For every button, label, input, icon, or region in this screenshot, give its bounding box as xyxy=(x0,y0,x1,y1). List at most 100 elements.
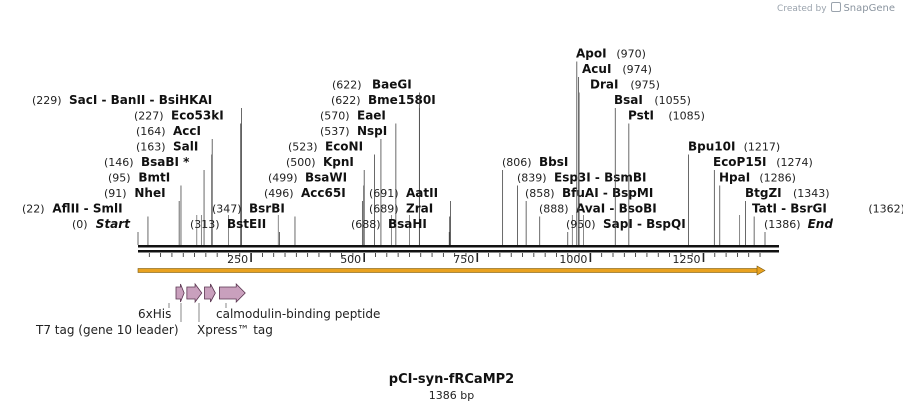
dna-strand-bottom xyxy=(138,250,779,253)
restriction-site: ApoI (970) xyxy=(576,47,646,245)
site-position: (537) xyxy=(320,125,350,138)
site-name: BbsI xyxy=(539,155,568,169)
ruler-tick-label: 500 xyxy=(340,253,361,266)
site-position: (0) xyxy=(72,218,88,231)
site-name: BfuAI - BspMI xyxy=(562,186,653,200)
site-name: Esp3I - BsmBI xyxy=(554,171,646,185)
site-name: EaeI xyxy=(357,109,386,123)
ruler-tick-label: 1000 xyxy=(559,253,587,266)
watermark-created-by: Created by xyxy=(777,4,827,14)
restriction-site: EcoP15I (1274) xyxy=(713,155,813,245)
site-position: (950) xyxy=(566,218,596,231)
site-position: (688) xyxy=(351,218,381,231)
restriction-site: (313) BstEII xyxy=(190,217,280,245)
restriction-site: AcuI (974) xyxy=(578,62,652,245)
ruler-tick-label: 1250 xyxy=(672,253,700,266)
site-name: BaeGI xyxy=(372,78,412,92)
site-name: EcoNI xyxy=(325,140,363,154)
site-position: (1286) xyxy=(759,172,796,185)
site-name: Start xyxy=(96,217,131,231)
site-position: (146) xyxy=(104,156,134,169)
site-position: (622) xyxy=(331,94,361,107)
map-length: 1386 bp xyxy=(428,389,475,402)
site-name: BsaWI xyxy=(305,171,347,185)
restriction-site: (229) SacI - BanII - BsiHKAI xyxy=(32,93,242,245)
site-position: (689) xyxy=(369,203,399,216)
site-name: HpaI xyxy=(719,171,750,185)
site-position: (858) xyxy=(525,187,555,200)
restriction-site: (691) AatII xyxy=(369,186,451,245)
restriction-site: (95) BmtI xyxy=(108,171,182,245)
restriction-site: (227) Eco53kI xyxy=(134,109,242,245)
site-name: BmtI xyxy=(138,171,170,185)
site-position: (95) xyxy=(108,172,131,185)
site-position: (163) xyxy=(136,141,166,154)
site-name: BsaI xyxy=(614,93,643,107)
site-name: Eco53kI xyxy=(171,109,224,123)
feature-arrow xyxy=(186,282,203,304)
site-position: (1055) xyxy=(654,94,691,107)
restriction-site: BsaI (1055) xyxy=(614,93,691,245)
site-name: Bpu10I xyxy=(688,140,735,154)
site-position: (227) xyxy=(134,110,164,123)
site-position: (499) xyxy=(268,172,298,185)
site-name: Bme1580I xyxy=(368,93,436,107)
restriction-site: (500) KpnI xyxy=(286,155,365,245)
restriction-site: DraI (975) xyxy=(578,78,660,245)
site-name: ApoI xyxy=(576,47,607,61)
site-position: (1386) xyxy=(764,218,801,231)
site-position: (888) xyxy=(539,203,569,216)
restriction-site: (523) EcoNI xyxy=(288,140,375,245)
restriction-site: (496) Acc65I xyxy=(264,186,363,245)
site-position: (1362) xyxy=(868,203,903,216)
restriction-site: (146) BsaBI * xyxy=(104,155,205,245)
restriction-site: (91) NheI xyxy=(104,186,180,245)
feature-label: Xpress™ tag xyxy=(197,323,273,337)
watermark-brand: SnapGene xyxy=(843,3,895,14)
map-title: pCI-syn-fRCaMP2 xyxy=(388,372,515,387)
site-name: AatII xyxy=(406,186,438,200)
site-name: AflII - SmlI xyxy=(52,202,122,216)
restriction-site: HpaI (1286) xyxy=(719,171,796,245)
site-name: BsaBI * xyxy=(141,155,190,169)
dna-strand-top xyxy=(138,245,779,248)
site-name: DraI xyxy=(590,78,618,92)
site-name: ZraI xyxy=(406,202,433,216)
site-position: (1274) xyxy=(776,156,813,169)
site-position: (496) xyxy=(264,187,294,200)
restriction-site: (537) NspI xyxy=(320,124,387,245)
site-position: (806) xyxy=(502,156,532,169)
feature-arrow xyxy=(219,283,246,303)
site-name: BstEII xyxy=(227,217,266,231)
site-position: (164) xyxy=(136,125,166,138)
snapgene-logo-icon xyxy=(831,2,842,12)
site-position: (91) xyxy=(104,187,127,200)
restriction-site: (806) BbsI xyxy=(502,155,568,245)
site-position: (1217) xyxy=(744,141,781,154)
feature-arrow xyxy=(204,283,216,303)
site-position: (570) xyxy=(320,110,350,123)
site-name: EcoP15I xyxy=(713,155,767,169)
site-position: (970) xyxy=(616,48,646,61)
restriction-site: BtgZI (1343) xyxy=(745,186,830,245)
restriction-site: (950) SapI - BspQI xyxy=(566,217,686,245)
site-position: (691) xyxy=(369,187,399,200)
bp-ruler: 250 500 750 1000 1250 xyxy=(148,253,761,266)
site-position: (313) xyxy=(190,218,220,231)
restriction-site: (570) EaeI xyxy=(320,109,397,245)
site-name: NheI xyxy=(134,186,165,200)
restriction-site: TatI - BsrGI (1362) xyxy=(752,202,903,245)
restriction-site: (164) AccI xyxy=(136,124,213,245)
site-position: (347) xyxy=(212,203,242,216)
restriction-site: Bpu10I (1217) xyxy=(688,140,781,245)
site-position: (22) xyxy=(22,203,45,216)
restriction-site: (1386) End xyxy=(764,217,833,245)
restriction-site: (858) BfuAI - BspMI xyxy=(525,186,653,245)
restriction-site: (499) BsaWI xyxy=(268,171,365,245)
site-name: NspI xyxy=(357,124,387,138)
restriction-site: (622) Bme1580I xyxy=(331,93,436,245)
site-position: (622) xyxy=(332,79,362,92)
site-name: TatI - BsrGI xyxy=(752,202,827,216)
feature-label: T7 tag (gene 10 leader) xyxy=(35,323,179,337)
